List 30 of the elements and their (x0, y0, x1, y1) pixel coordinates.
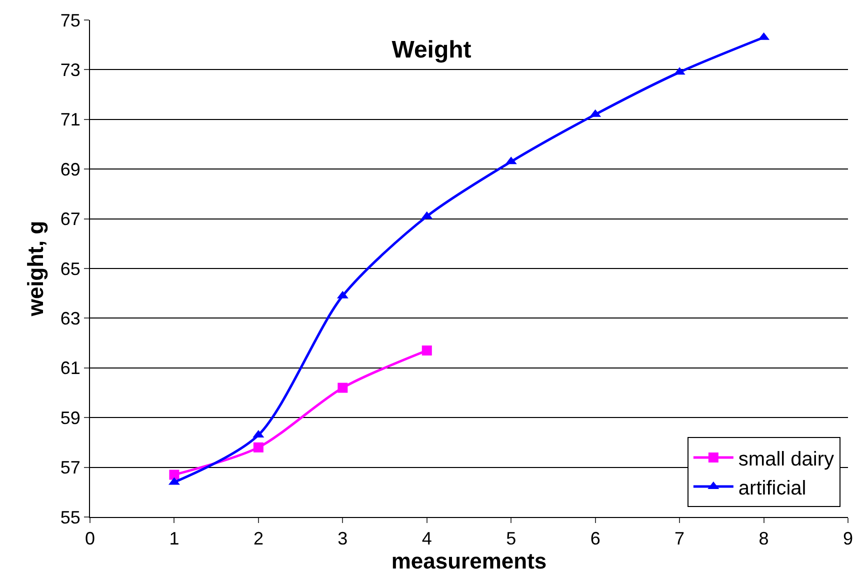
y-tick-label: 57 (60, 458, 80, 478)
point (169, 470, 180, 480)
y-tick-label: 55 (60, 507, 80, 528)
y-tick-label: 75 (60, 10, 80, 30)
x-tick-label: 9 (842, 528, 854, 549)
x-tick-label: 8 (758, 528, 769, 549)
y-axis-title: weight, g (23, 220, 48, 318)
y-tick-label: 63 (60, 308, 80, 328)
x-tick-label: 2 (253, 528, 264, 549)
x-tick-label: 1 (169, 528, 180, 549)
text: Weight (392, 36, 472, 64)
point (338, 382, 348, 393)
y-tick-label: 65 (60, 258, 80, 279)
legend-label: artificial (738, 477, 806, 500)
point (422, 346, 432, 356)
x-tick-label: 4 (422, 528, 432, 549)
point (253, 442, 264, 452)
x-tick-label: 0 (84, 528, 96, 549)
x-axis-title: measurements (391, 548, 547, 574)
x-tick-label: 6 (590, 528, 600, 549)
y-tick-label: 67 (60, 209, 80, 230)
legend-label: small dairy (738, 448, 834, 470)
y-tick-label: 59 (60, 408, 80, 428)
y-tick-label: 69 (60, 159, 80, 180)
y-tick-label: 61 (60, 358, 80, 378)
x-tick-label: 5 (506, 528, 516, 549)
y-tick-label: 71 (60, 110, 80, 130)
y-tick-label: 73 (60, 60, 80, 80)
x-tick-label: 7 (674, 528, 685, 549)
x-tick-label: 3 (338, 528, 348, 549)
